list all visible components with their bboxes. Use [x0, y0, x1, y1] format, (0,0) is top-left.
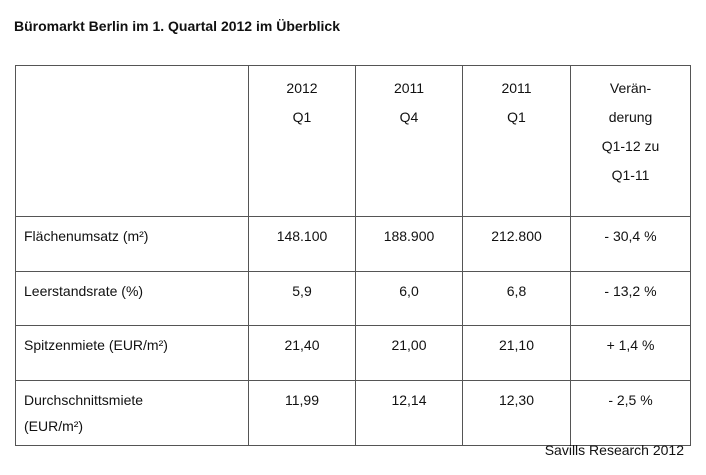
- cell: 21,00: [355, 325, 463, 381]
- cell-line: Q1-11: [611, 167, 650, 183]
- table: 2012 Q1 2011 Q4 2011 Q1 Verän-derung Q1-12 zu Q1…: [15, 65, 691, 446]
- cell-line: Durchschnittsmiete: [24, 392, 144, 408]
- header-cell: 2011 Q4: [355, 65, 463, 217]
- data-row: Spitzenmiete (EUR/m²) 21,40 21,00 21,10 + 1,…: [15, 325, 691, 381]
- cell-line: 2011: [501, 80, 532, 96]
- cell-line: Q1-12 zu: [601, 138, 660, 154]
- cell: 21,40: [248, 325, 356, 381]
- cell: 12,30: [462, 380, 571, 446]
- cell-line: Flächenumsatz (m²): [24, 228, 149, 244]
- cell-line: Q1: [292, 109, 312, 125]
- cell-line: 2012: [286, 80, 318, 96]
- cell-line: 2011: [393, 80, 425, 96]
- data-row: Leerstandsrate (%) 5,9 6,0 6,8- 13,2 %: [15, 271, 691, 326]
- header-cell: Verän-derung Q1-12 zu Q1-11: [570, 65, 691, 217]
- cell: 212.800: [462, 216, 571, 272]
- cell-line: Q4: [399, 109, 419, 125]
- cell: 11,99: [248, 380, 356, 446]
- cell: 188.900: [355, 216, 463, 272]
- cell-line: Leerstandsrate (%): [24, 283, 144, 299]
- cell: 21,10: [462, 325, 571, 381]
- cell: - 30,4 %: [570, 216, 691, 272]
- cell-line: Spitzenmiete (EUR/m²): [24, 337, 168, 353]
- header-cell: 2012 Q1: [248, 65, 356, 217]
- header-cell: [15, 65, 249, 217]
- cell-line: Q1: [507, 109, 526, 125]
- header-row: 2012 Q1 2011 Q4 2011 Q1 Verän-derung Q1-12 zu Q1…: [15, 65, 691, 217]
- cell: 6,0: [355, 271, 463, 326]
- row-label: Flächenumsatz (m²): [15, 216, 249, 272]
- cell: - 2,5 %: [570, 380, 691, 446]
- row-label: Spitzenmiete (EUR/m²): [15, 325, 249, 381]
- row-label: Leerstandsrate (%): [15, 271, 249, 326]
- data-row: Flächenumsatz (m²) 148.100 188.900 212.800-…: [15, 216, 691, 272]
- cell: - 13,2 %: [570, 271, 691, 326]
- cell: 5,9: [248, 271, 356, 326]
- title: Büromarkt Berlin im 1. Quartal 2012 im Ü…: [14, 18, 341, 34]
- cell: 148.100: [248, 216, 356, 272]
- header-cell: 2011 Q1: [462, 65, 571, 217]
- row-label: Durchschnittsmiete (EUR/m²): [15, 380, 249, 446]
- cell-line: (EUR/m²): [24, 418, 84, 434]
- cell: 12,14: [355, 380, 463, 446]
- cell-line: Verän-: [609, 80, 652, 96]
- data-row: Durchschnittsmiete (EUR/m²) 11,99 12,14 12,3…: [15, 380, 691, 446]
- cell: 6,8: [462, 271, 571, 326]
- cell-line: derung: [608, 109, 653, 125]
- cell: + 1,4 %: [570, 325, 691, 381]
- source: Savills Research 2012: [544, 442, 684, 458]
